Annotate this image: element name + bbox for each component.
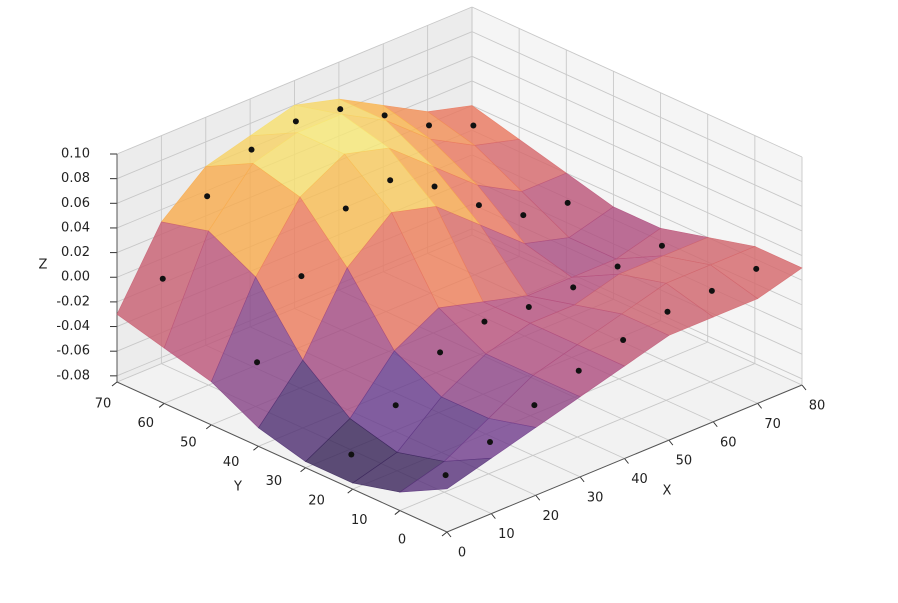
scatter-point (525, 304, 532, 311)
y-tick-label: 60 (137, 416, 154, 431)
grid-line (116, 6, 473, 155)
tick-mark (757, 403, 763, 409)
grid-line (399, 363, 756, 511)
grid-line (471, 55, 803, 207)
z-tick-label: 0.08 (61, 171, 90, 186)
z-tick-label: 0.10 (61, 147, 90, 162)
scatter-point (442, 472, 449, 479)
tick-mark (111, 381, 118, 387)
grid-line (471, 6, 803, 158)
scatter-point (575, 367, 582, 374)
axis-line (116, 381, 448, 533)
scatter-point (204, 193, 211, 200)
scatter-point (159, 275, 166, 282)
scatter-point (348, 451, 355, 458)
z-tick-label: -0.08 (56, 368, 90, 383)
x-tick-label: 60 (720, 435, 737, 450)
scatter-point (658, 242, 665, 249)
x-tick-label: 50 (676, 454, 693, 469)
scatter-point (431, 183, 438, 190)
tick-mark (490, 513, 496, 519)
y-tick-label: 70 (95, 397, 112, 412)
axis-line (446, 384, 803, 533)
x-tick-label: 10 (498, 527, 515, 542)
y-tick-label: 30 (266, 474, 283, 489)
grid-line (471, 31, 803, 183)
y-tick-label: 0 (398, 533, 406, 548)
tick-mark (535, 494, 541, 501)
tick-mark (579, 476, 585, 483)
scatter-point (475, 202, 482, 209)
labels: 0 10 20 30 40 50 60 70 80 0 10 20 30 40 50 60 70 -0.08 -0.… (56, 147, 825, 561)
z-tick-label: -0.04 (56, 319, 90, 334)
tick-mark (446, 531, 452, 538)
y-tick-label: 10 (351, 513, 368, 528)
tick-mark (300, 467, 306, 473)
x-tick-label: 80 (809, 399, 826, 414)
z-axis-label: Z (39, 258, 48, 273)
z-tick-label: -0.02 (56, 294, 90, 309)
y-tick-label: 50 (180, 435, 197, 450)
z-tick-label: 0.04 (61, 220, 90, 235)
scatter-point (614, 263, 621, 270)
scatter-point (342, 205, 349, 212)
scatter-point (337, 106, 344, 113)
scatter-point (520, 212, 527, 219)
x-tick-label: 70 (764, 417, 781, 432)
scatter-point (564, 199, 571, 206)
scatter-point (753, 265, 760, 272)
z-tick-label: -0.06 (56, 344, 90, 359)
y-tick-label: 40 (223, 455, 240, 470)
x-tick-label: 40 (631, 472, 648, 487)
scatter-point (531, 402, 538, 409)
scatter-point (387, 177, 394, 184)
scatter-point (620, 337, 627, 344)
z-tick-label: 0.06 (61, 196, 90, 211)
scatter-point (708, 287, 715, 294)
x-tick-label: 0 (458, 546, 466, 561)
x-tick-label: 20 (542, 509, 559, 524)
scatter-point (254, 359, 261, 366)
scatter-point (292, 118, 299, 125)
scatter-point (392, 402, 399, 409)
scatter-point (426, 122, 433, 129)
points (159, 106, 760, 479)
scatter-point (248, 146, 255, 153)
tick-mark (712, 421, 718, 428)
scatter-point (481, 318, 488, 325)
grid-line (471, 105, 803, 257)
scatter-point (298, 273, 305, 280)
tick-mark (394, 510, 401, 515)
tick-mark (668, 439, 674, 446)
z-tick-label: 0.00 (61, 270, 90, 285)
tick-mark (624, 458, 629, 464)
y-tick-label: 20 (308, 494, 325, 509)
y-axis-label: Y (233, 480, 242, 495)
tick-mark (205, 424, 212, 430)
tick-mark (347, 488, 354, 494)
scatter-point (381, 112, 388, 119)
scatter-point (486, 438, 493, 445)
scatter-point (664, 308, 671, 315)
tick-mark (801, 384, 807, 391)
tick-mark (253, 445, 259, 451)
tick-mark (158, 403, 165, 408)
scatter-point (470, 122, 477, 129)
z-tick-label: 0.02 (61, 245, 90, 260)
scatter-point (570, 284, 577, 291)
x-axis-label: X (663, 484, 672, 499)
scatter-point (437, 349, 444, 356)
x-tick-label: 30 (587, 490, 604, 505)
tick-mark (441, 531, 448, 537)
grid-line (471, 80, 803, 232)
